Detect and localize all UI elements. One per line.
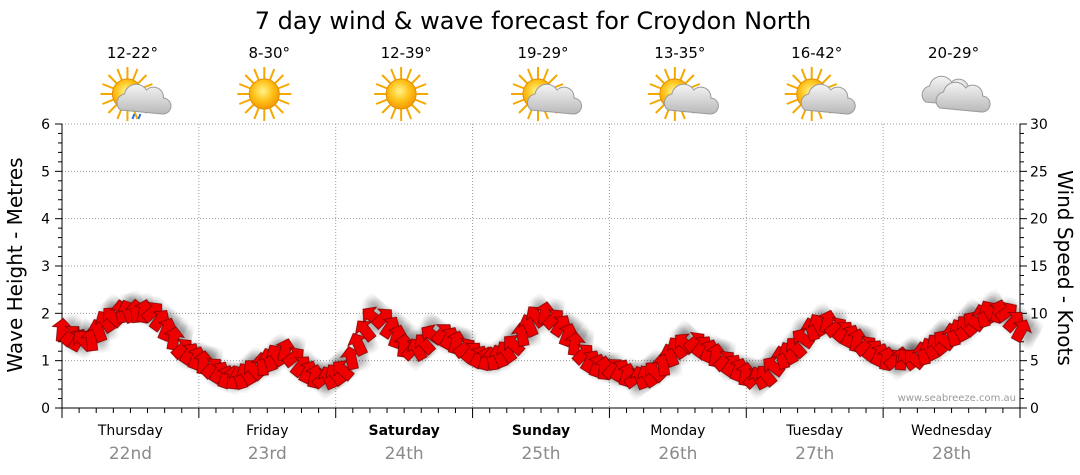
grid — [62, 123, 1020, 408]
left-tick-label: 0 — [41, 401, 50, 417]
wind-arrow — [157, 317, 178, 342]
left-tick-label: 3 — [41, 259, 50, 275]
sun-icon — [236, 66, 293, 122]
temp-label: 13-35° — [654, 44, 705, 62]
sun-cloud-icon — [510, 66, 583, 122]
left-tick-label: 2 — [41, 306, 50, 322]
right-axis-label: Wind Speed - Knots — [1053, 170, 1077, 366]
wind-arrow — [370, 308, 393, 331]
left-tick-label: 6 — [41, 117, 50, 133]
wind-arrow — [1010, 319, 1032, 344]
left-tick-label: 1 — [41, 354, 50, 370]
wind-arrow — [549, 315, 572, 339]
temp-label: 16-42° — [791, 44, 842, 62]
wind-arrow — [148, 310, 171, 333]
day-name: Friday — [246, 423, 288, 439]
right-tick-label: 15 — [1030, 259, 1048, 275]
temperature-labels: 12-22° 8-30° 12-39° 19-29° 13-35° 16-42° 20-29… — [107, 44, 979, 62]
day-date: 23rd — [248, 444, 287, 464]
day-date: 25th — [521, 444, 560, 464]
day-name: Sunday — [512, 423, 570, 439]
cloud-icon — [921, 75, 991, 113]
day-name: Monday — [650, 423, 705, 439]
day-date: 24th — [385, 444, 424, 464]
wind-arrow — [1002, 311, 1024, 334]
sun-cloud-rain-icon — [99, 66, 172, 122]
wind-arrow — [379, 316, 401, 340]
temp-label: 8-30° — [249, 44, 291, 62]
temp-label: 12-22° — [107, 44, 158, 62]
day-name: Thursday — [97, 423, 163, 439]
right-tick-label: 10 — [1030, 306, 1048, 322]
chart-title: 7 day wind & wave forecast for Croydon N… — [255, 7, 812, 35]
day-date: 28th — [932, 444, 971, 464]
day-name: Saturday — [369, 423, 440, 439]
day-name: Wednesday — [911, 423, 992, 439]
right-tick-label: 5 — [1030, 354, 1039, 370]
left-tick-label: 4 — [41, 212, 50, 228]
right-tick-label: 30 — [1030, 117, 1048, 133]
temp-label: 19-29° — [517, 44, 568, 62]
left-tick-label: 5 — [41, 164, 50, 180]
right-tick-label: 20 — [1030, 212, 1048, 228]
sun-icon — [373, 66, 430, 122]
left-axis-label: Wave Height - Metres — [3, 157, 27, 372]
sun-cloud-icon — [783, 66, 856, 122]
credit-watermark: www.seabreeze.com.au — [898, 393, 1016, 404]
wind-arrow — [339, 345, 362, 371]
wind-arrow — [347, 332, 368, 357]
wind-arrow — [994, 301, 1017, 324]
sun-cloud-icon — [646, 66, 719, 122]
wind-arrow — [281, 346, 304, 369]
day-date: 22nd — [109, 444, 152, 464]
axes: 0 1 2 3 4 5 6 0 5 10 15 20 25 30 — [41, 117, 1048, 418]
wind-arrow — [333, 360, 355, 382]
weather-icons — [99, 66, 991, 122]
day-labels: Thursday 22nd Friday 23rd Saturday 24th Sunday… — [97, 423, 992, 464]
day-date: 27th — [795, 444, 834, 464]
temp-label: 20-29° — [928, 44, 979, 62]
right-tick-label: 0 — [1030, 401, 1039, 417]
wind-arrows — [51, 298, 1032, 391]
temp-label: 12-39° — [381, 44, 432, 62]
right-tick-label: 25 — [1030, 164, 1048, 180]
day-date: 26th — [658, 444, 697, 464]
wind-arrow — [504, 334, 526, 357]
day-name: Tuesday — [785, 423, 843, 439]
